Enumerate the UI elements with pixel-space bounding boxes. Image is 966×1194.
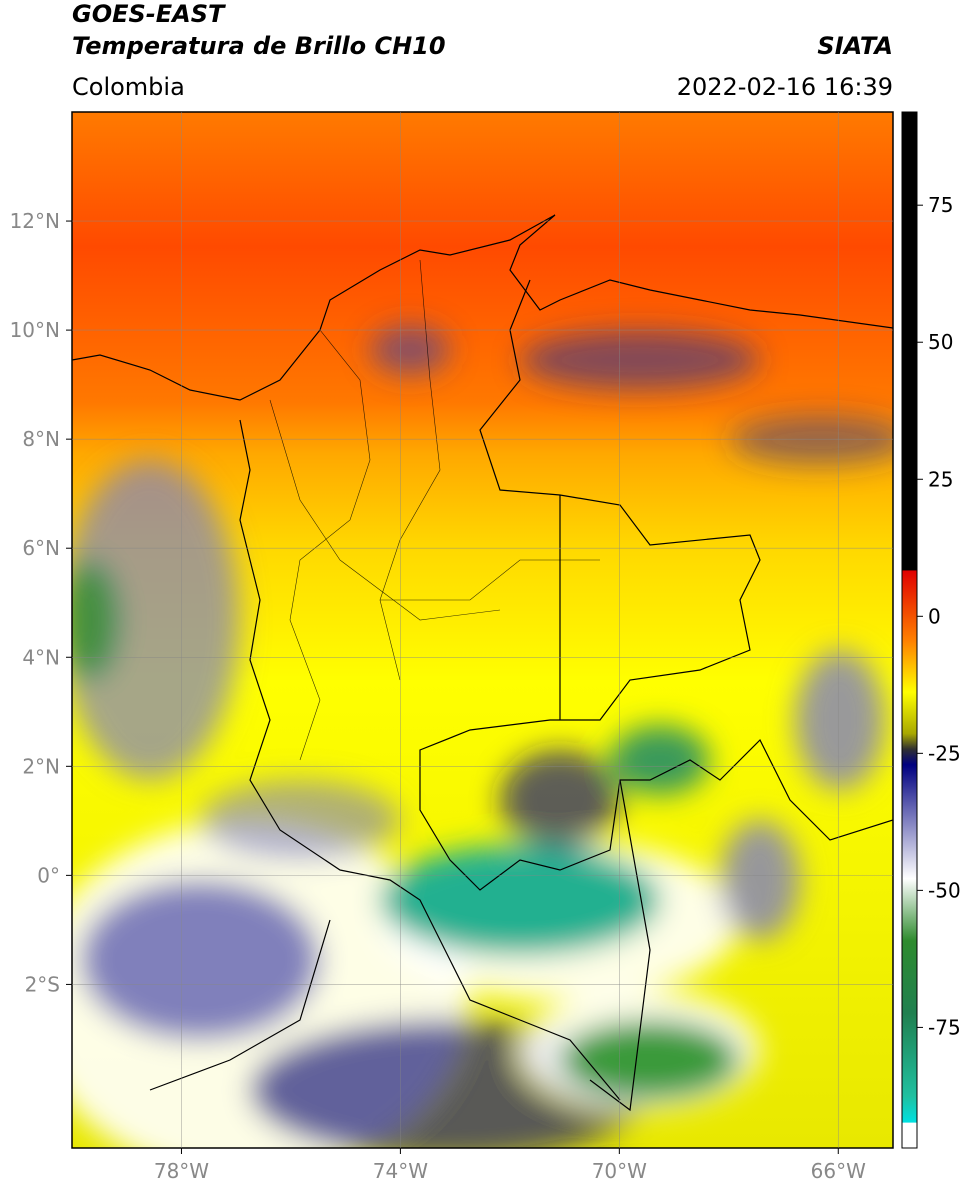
datetime: 2022-02-16 16:39 [677, 73, 893, 101]
y-tick-label: 8°N [22, 427, 60, 451]
colorbar-tick-label: -25 [928, 741, 961, 765]
x-tick-label: 74°W [373, 1159, 428, 1183]
y-tick-label: 2°N [22, 754, 60, 778]
colorbar-tick-label: 75 [928, 193, 953, 217]
region: Colombia [72, 73, 185, 101]
colorbar [901, 111, 918, 1149]
colorbar-tick-label: 25 [928, 467, 953, 491]
y-tick-label: 10°N [10, 318, 60, 342]
y-tick-label: 0° [37, 863, 60, 887]
source: SIATA [817, 32, 893, 60]
colorbar-tick-label: -75 [928, 1015, 961, 1039]
colorbar-tick-label: 50 [928, 330, 953, 354]
x-tick-label: 70°W [592, 1159, 647, 1183]
y-tick-label: 4°N [22, 645, 60, 669]
title: GOES-EAST [72, 0, 226, 28]
colorbar-tick-label: 0 [928, 604, 941, 628]
colorbar-tick-label: -50 [928, 878, 961, 902]
y-tick-label: 2°S [25, 972, 60, 996]
satellite-image [72, 112, 893, 1148]
subtitle: Temperatura de Brillo CH10 [72, 32, 446, 60]
map-frame [71, 111, 894, 1149]
x-tick-label: 78°W [154, 1159, 209, 1183]
y-tick-label: 6°N [22, 536, 60, 560]
x-tick-label: 66°W [811, 1159, 866, 1183]
y-tick-label: 12°N [10, 209, 60, 233]
